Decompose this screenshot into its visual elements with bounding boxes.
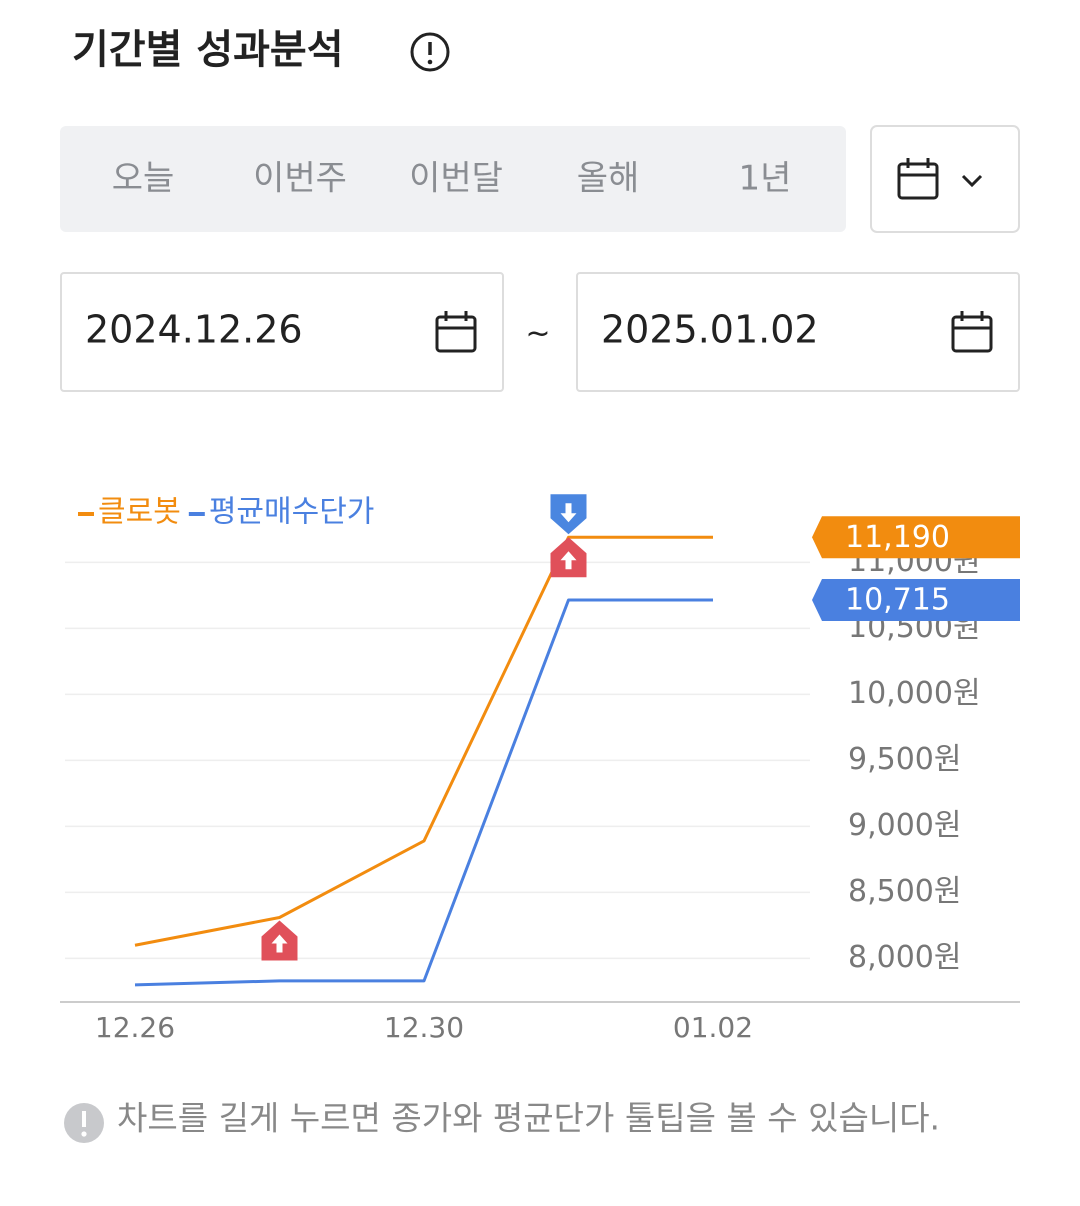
date-box xyxy=(576,272,1020,392)
info-circle xyxy=(410,32,450,72)
series-line xyxy=(134,535,713,947)
x-tick-label: 12.26 xyxy=(95,1011,175,1044)
tab[interactable]: 오늘 xyxy=(112,159,175,199)
x-tick-label: 01.02 xyxy=(673,1011,753,1044)
calendar-frame xyxy=(951,315,993,353)
chart-note: 차트를 길게 누르면 종가와 평균단가 툴팁을 볼 수 있습니다. xyxy=(117,1099,940,1138)
calendar-dropdown[interactable] xyxy=(870,125,1020,233)
y-tick-label: 8,000원 xyxy=(848,940,961,975)
chart[interactable]: 8,000원8,500원9,000원9,500원10,000원10,500원11… xyxy=(60,494,1020,1044)
tab[interactable]: 이번달 xyxy=(409,159,503,199)
chevron xyxy=(961,174,983,188)
sell-arrow xyxy=(560,503,577,523)
value-badge xyxy=(812,516,1020,559)
tab-bar xyxy=(60,126,846,232)
tab[interactable]: 올해 xyxy=(577,159,640,199)
y-tick-label: 9,000원 xyxy=(848,808,961,843)
date-box xyxy=(60,272,504,392)
series-line xyxy=(134,598,713,987)
dropdown-box xyxy=(870,125,1020,233)
calendar-icon xyxy=(897,158,939,200)
y-tick-label: 9,500원 xyxy=(848,742,961,777)
legend-label: 평균매수단가 xyxy=(209,495,375,530)
value-badge xyxy=(812,578,1020,621)
calendar-frame xyxy=(897,162,939,200)
end-date: 2025.01.02 xyxy=(601,308,819,352)
y-tick-label: 10,000원 xyxy=(848,676,981,711)
y-tick-label: 8,500원 xyxy=(848,874,961,909)
calendar-frame xyxy=(435,315,477,353)
note-icon-dot xyxy=(81,1131,87,1137)
buy-arrow xyxy=(271,934,288,953)
calendar-icon xyxy=(951,311,993,353)
date-separator: ~ xyxy=(525,317,550,352)
legend-label: 클로봇 xyxy=(98,495,181,530)
value-label: 10,715 xyxy=(845,582,950,617)
buy-arrow xyxy=(560,551,577,570)
page-title: 기간별 성과분석 xyxy=(72,27,344,73)
tab[interactable]: 이번주 xyxy=(253,159,347,199)
info-dot xyxy=(427,59,433,65)
calendar-icon xyxy=(435,311,477,353)
x-tick-label: 12.30 xyxy=(384,1011,464,1044)
info-icon[interactable] xyxy=(410,32,450,72)
value-label: 11,190 xyxy=(845,520,950,555)
start-date-field[interactable]: 2024.12.26 xyxy=(60,272,504,392)
tab[interactable]: 1년 xyxy=(739,159,792,199)
start-date: 2024.12.26 xyxy=(85,308,303,352)
end-date-field[interactable]: 2025.01.02 xyxy=(576,272,1020,392)
tab-group: 오늘 이번주 이번달 올해 1년 xyxy=(112,159,792,199)
